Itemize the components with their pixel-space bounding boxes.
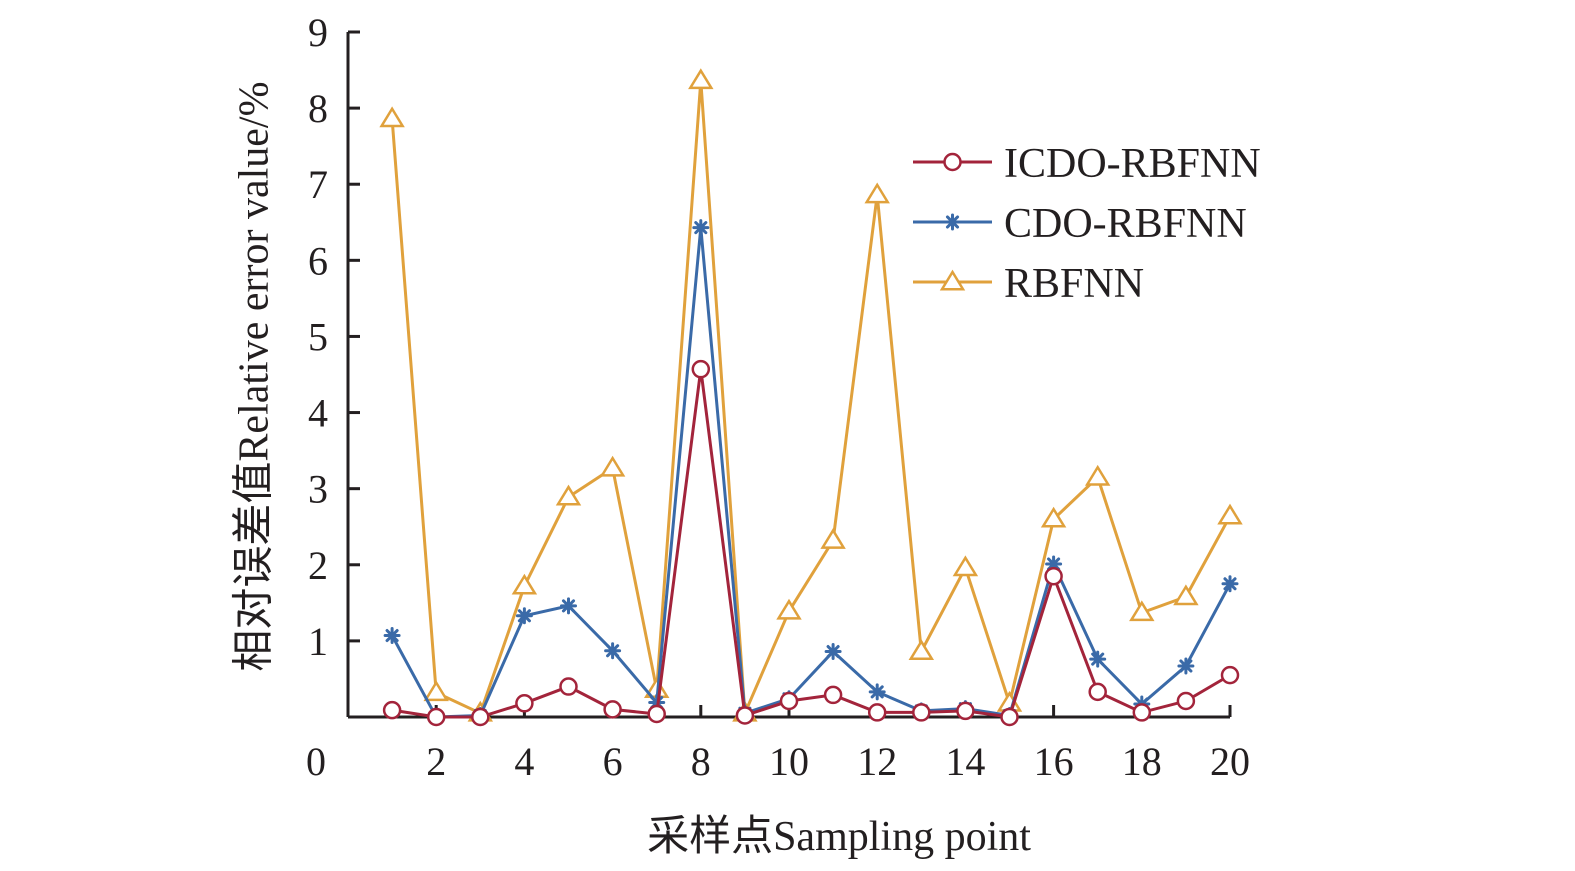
- data-point-rbfnn: [511, 573, 538, 595]
- data-point-rbfnn: [1217, 503, 1243, 525]
- data-point-cdo-rbfnn: [824, 643, 842, 661]
- legend: ICDO-RBFNN CDO-RBFNN RBFNN: [913, 141, 1261, 307]
- data-point-rbfnn: [908, 639, 935, 660]
- data-point-rbfnn: [1129, 600, 1155, 622]
- data-point-icdo-rbfnn: [1176, 691, 1196, 711]
- x-tick-label: 2: [426, 739, 446, 784]
- legend-label-icdo-rbfnn: ICDO-RBFNN: [1004, 141, 1261, 187]
- data-point-rbfnn: [599, 455, 626, 477]
- data-point-rbfnn: [1040, 506, 1067, 528]
- series-layer: [379, 68, 1243, 727]
- legend-label-rbfnn: RBFNN: [1004, 261, 1144, 307]
- y-tick-label: 1: [308, 619, 328, 664]
- data-point-icdo-rbfnn: [559, 677, 578, 696]
- legend-marker-icdo-rbfnn: [943, 152, 962, 172]
- data-point-icdo-rbfnn: [1132, 703, 1152, 722]
- data-point-cdo-rbfnn: [560, 597, 577, 615]
- x-tick-label: 8: [691, 739, 711, 784]
- data-point-icdo-rbfnn: [691, 359, 711, 379]
- x-tick-label: 16: [1034, 739, 1074, 784]
- legend-item-icdo-rbfnn: ICDO-RBFNN: [913, 141, 1261, 187]
- data-point-cdo-rbfnn: [868, 683, 886, 701]
- y-tick-label: 8: [308, 86, 328, 131]
- legend-item-rbfnn: RBFNN: [913, 261, 1144, 307]
- data-point-cdo-rbfnn: [515, 607, 533, 625]
- data-point-cdo-rbfnn: [692, 219, 710, 237]
- data-point-cdo-rbfnn: [1177, 657, 1195, 675]
- data-point-cdo-rbfnn: [1045, 555, 1063, 573]
- y-tick-label: 2: [308, 543, 328, 588]
- data-point-cdo-rbfnn: [1221, 575, 1239, 593]
- data-point-icdo-rbfnn: [823, 685, 843, 705]
- x-tick-label: 0: [306, 739, 326, 784]
- data-point-rbfnn: [952, 555, 979, 577]
- y-tick-label: 6: [308, 238, 328, 283]
- x-tick-label: 12: [857, 739, 897, 784]
- data-point-icdo-rbfnn: [735, 706, 755, 725]
- data-point-icdo-rbfnn: [912, 703, 931, 722]
- legend-marker-rbfnn: [939, 269, 966, 291]
- y-tick-label: 3: [308, 467, 328, 512]
- y-axis-label: 相对误差值Relative error value/%: [232, 81, 278, 671]
- data-point-cdo-rbfnn: [604, 642, 622, 660]
- series-icdo-rbfnn: [382, 359, 1240, 727]
- x-tick-label: 10: [769, 739, 809, 784]
- legend-marker-cdo-rbfnn: [944, 213, 961, 231]
- data-point-icdo-rbfnn: [603, 700, 622, 719]
- data-point-rbfnn: [864, 182, 890, 204]
- series-line-cdo-rbfnn: [390, 227, 1232, 719]
- x-axis-label: 采样点Sampling point: [647, 814, 1031, 860]
- data-point-icdo-rbfnn: [647, 704, 666, 724]
- data-point-icdo-rbfnn: [1044, 566, 1063, 586]
- data-point-icdo-rbfnn: [471, 707, 490, 727]
- data-point-icdo-rbfnn: [1220, 665, 1240, 685]
- y-tick-label: 7: [308, 162, 328, 207]
- data-point-rbfnn: [776, 598, 802, 620]
- x-tick-label: 6: [603, 739, 623, 784]
- data-point-icdo-rbfnn: [1000, 707, 1019, 727]
- data-point-rbfnn: [423, 680, 449, 702]
- y-ticks: 1 2 3 4 5 6 7 8 9: [308, 10, 360, 664]
- data-point-rbfnn: [1173, 584, 1199, 606]
- x-tick-label: 4: [514, 739, 534, 784]
- y-tick-label: 9: [308, 10, 328, 55]
- data-point-rbfnn: [1084, 464, 1111, 486]
- x-ticks: 0 2 4 6 8 10 12 14 16 18 20: [306, 705, 1250, 784]
- data-point-rbfnn: [555, 484, 582, 506]
- data-point-rbfnn: [820, 528, 846, 549]
- y-tick-label: 5: [308, 314, 328, 359]
- data-point-rbfnn: [379, 106, 405, 128]
- legend-label-cdo-rbfnn: CDO-RBFNN: [1004, 201, 1247, 247]
- legend-item-cdo-rbfnn: CDO-RBFNN: [913, 201, 1247, 247]
- y-tick-label: 4: [308, 391, 328, 436]
- series-rbfnn: [379, 68, 1243, 722]
- data-point-cdo-rbfnn: [1089, 650, 1107, 668]
- data-point-icdo-rbfnn: [426, 707, 446, 727]
- data-point-icdo-rbfnn: [515, 694, 534, 713]
- data-point-icdo-rbfnn: [382, 700, 402, 720]
- data-point-icdo-rbfnn: [867, 703, 887, 722]
- data-point-icdo-rbfnn: [779, 691, 799, 711]
- data-point-icdo-rbfnn: [1088, 682, 1107, 702]
- data-point-cdo-rbfnn: [383, 627, 401, 645]
- x-tick-label: 20: [1210, 739, 1250, 784]
- data-point-icdo-rbfnn: [956, 701, 975, 721]
- x-tick-label: 14: [945, 739, 985, 784]
- data-point-rbfnn: [688, 68, 714, 90]
- x-tick-label: 18: [1122, 739, 1162, 784]
